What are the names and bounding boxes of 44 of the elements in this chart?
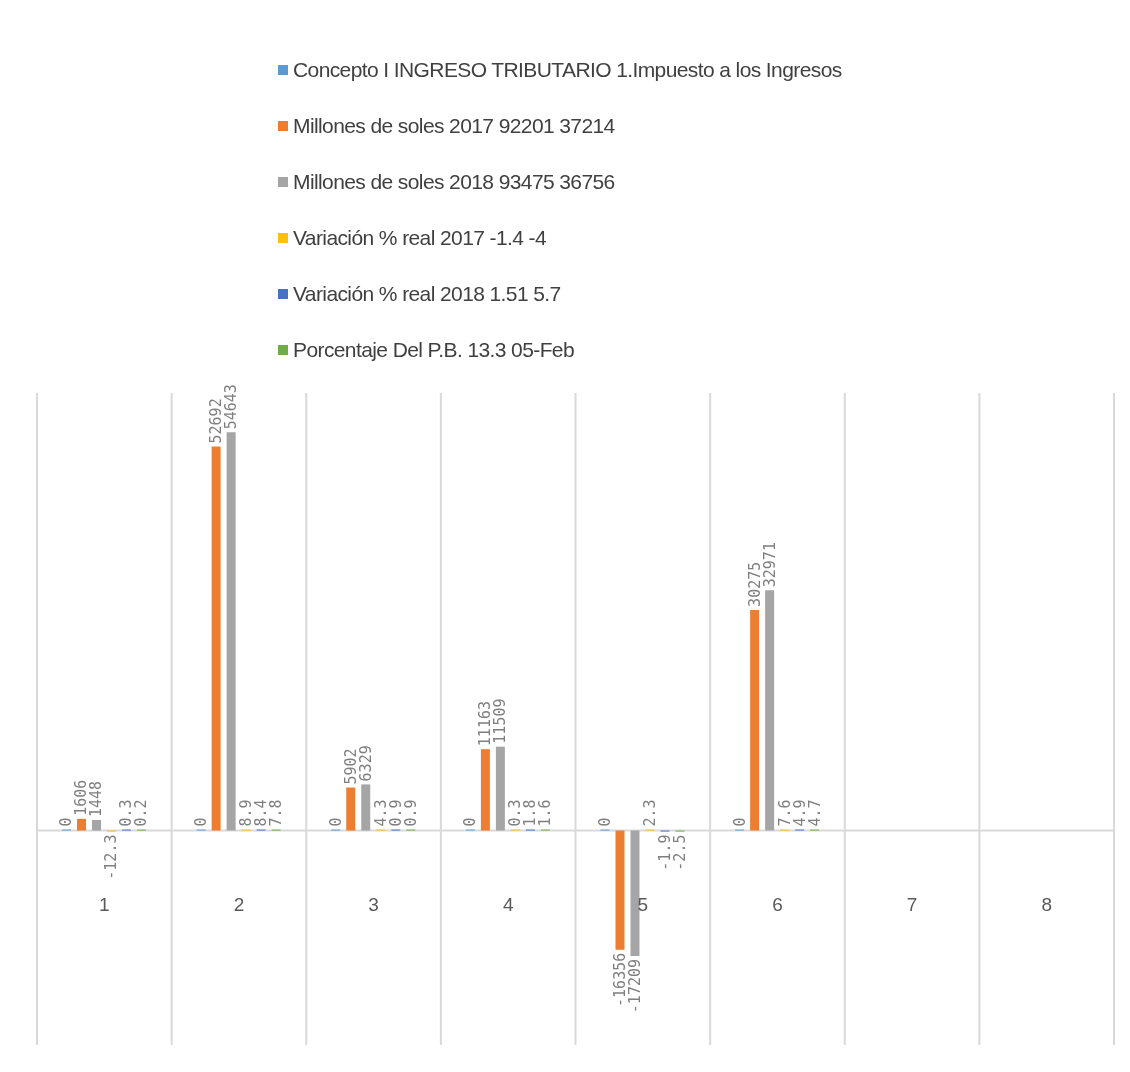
data-label: 0 bbox=[326, 817, 345, 827]
bar bbox=[615, 830, 625, 950]
data-label: 0 bbox=[57, 817, 76, 827]
bar bbox=[480, 749, 490, 831]
bar bbox=[211, 446, 221, 831]
data-label: -12.3 bbox=[102, 834, 121, 880]
legend-label: Variación % real 2017 -1.4 -4 bbox=[293, 226, 547, 250]
x-tick-label: 1 bbox=[99, 893, 110, 915]
data-label: 2.3 bbox=[641, 799, 659, 827]
x-tick-label: 3 bbox=[368, 893, 379, 915]
legend-label: Concepto I INGRESO TRIBUTARIO 1.Impuesto a los Ingresos bbox=[293, 58, 842, 82]
bar bbox=[226, 432, 236, 831]
data-label: 0 bbox=[596, 817, 614, 827]
bar bbox=[750, 609, 760, 831]
bar bbox=[361, 784, 371, 831]
data-label: 54643 bbox=[222, 384, 241, 430]
x-tick-label: 5 bbox=[637, 893, 649, 915]
x-tick-label: 2 bbox=[233, 893, 245, 915]
data-label: -16356 bbox=[611, 952, 629, 1007]
legend-label: Millones de soles 2018 93475 36756 bbox=[293, 170, 615, 194]
data-label: 0.2 bbox=[132, 799, 151, 827]
x-tick-label: 6 bbox=[772, 893, 783, 915]
data-label: 0 bbox=[192, 817, 211, 827]
data-label: -2.5 bbox=[671, 834, 689, 871]
bar bbox=[92, 819, 101, 831]
data-label: 11509 bbox=[491, 698, 510, 744]
data-label: 1.6 bbox=[536, 799, 555, 827]
x-tick-label: 4 bbox=[502, 893, 514, 915]
bar bbox=[495, 746, 505, 831]
data-label: 0 bbox=[730, 817, 749, 827]
x-tick-label: 8 bbox=[1041, 893, 1052, 915]
data-label: 1448 bbox=[87, 780, 106, 817]
legend-label: Porcentaje Del P.B. 13.3 05-Feb bbox=[293, 338, 575, 362]
bar bbox=[77, 818, 86, 831]
bar bbox=[765, 590, 775, 831]
data-label: 0 bbox=[461, 817, 480, 827]
legend-label: Variación % real 2018 1.51 5.7 bbox=[293, 282, 561, 306]
data-label: -17209 bbox=[626, 958, 644, 1014]
x-tick-label: 7 bbox=[906, 893, 918, 915]
legend-label: Millones de soles 2017 92201 37214 bbox=[293, 114, 615, 138]
data-label: 7.8 bbox=[267, 799, 286, 827]
bar bbox=[346, 787, 356, 831]
bar bbox=[630, 830, 640, 956]
data-label: -1.9 bbox=[656, 834, 674, 871]
